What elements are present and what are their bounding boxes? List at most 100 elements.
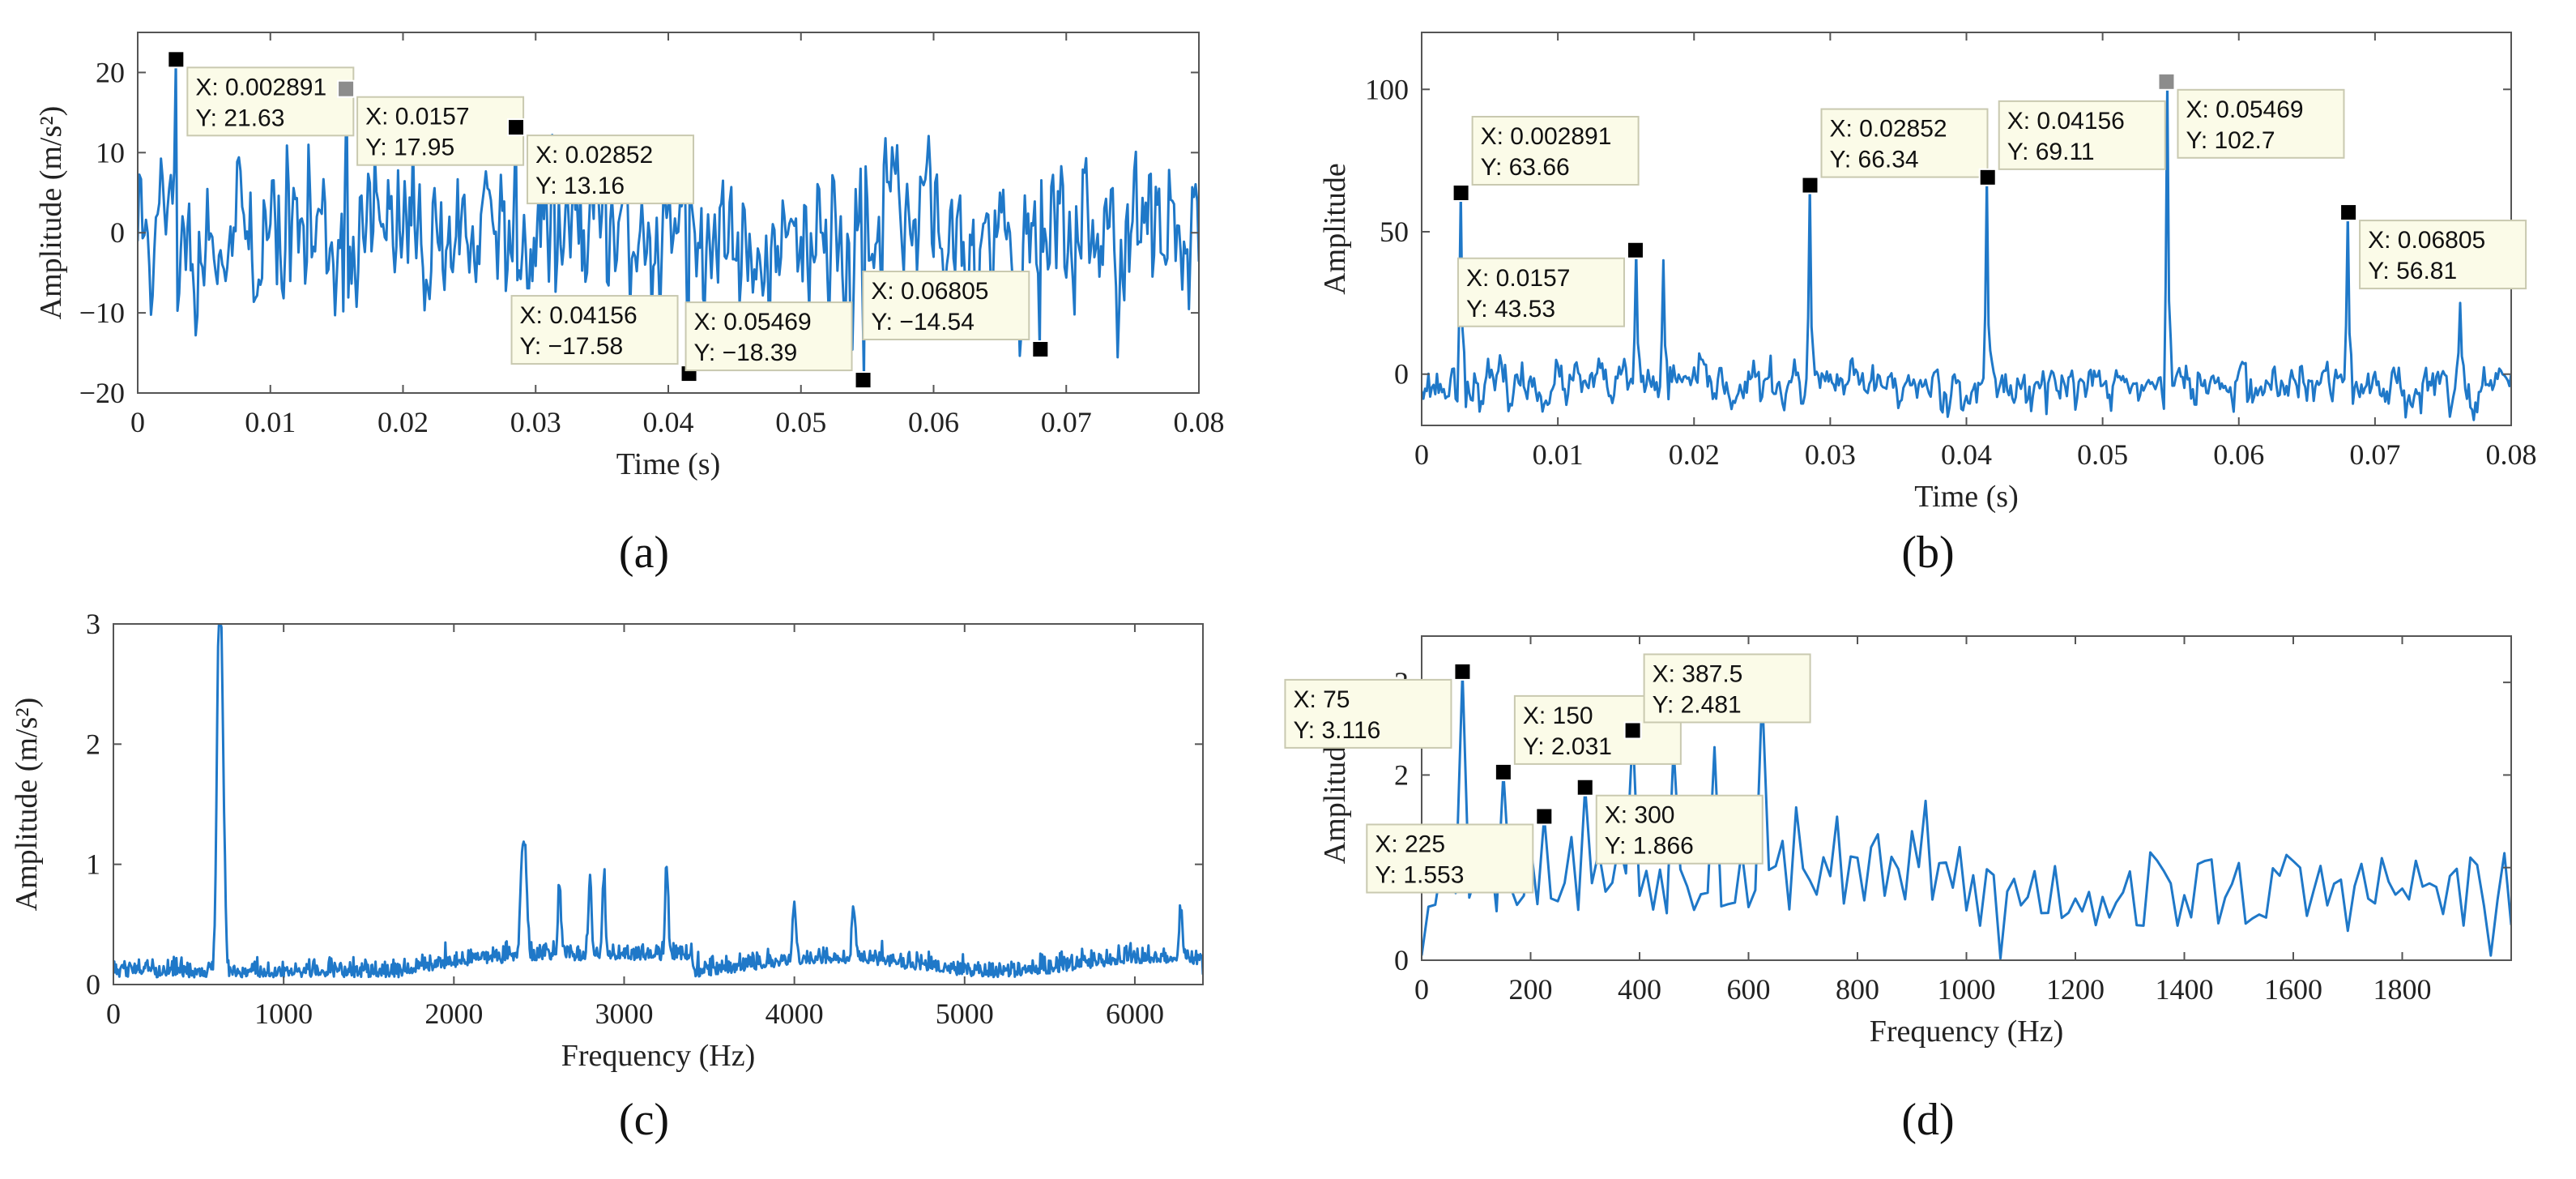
datatip-y-text: Y: 2.031 — [1523, 733, 1612, 760]
panel-c: 0 1000 2000 3000 4000 5000 6000 0 1 2 3 Frequency (… — [10, 608, 1204, 1145]
datatip-box — [1471, 116, 1640, 186]
datatip-x-text: X: 150 — [1523, 703, 1593, 729]
datatip-y-text: Y: −14.54 — [871, 309, 975, 335]
y-axis-label: Amplitude — [1318, 163, 1352, 295]
x-tick-label: 1000 — [1938, 973, 1996, 1006]
series-line — [113, 624, 1203, 979]
x-tick-label: 1400 — [2156, 973, 2214, 1006]
datatip-marker — [1576, 778, 1594, 797]
y-tick-label: 0 — [110, 216, 125, 249]
panel-b: 0 0.01 0.02 0.03 0.04 0.05 0.06 0.07 0.08 0 50 100 T… — [1318, 32, 2537, 578]
x-tick-label: 600 — [1727, 973, 1771, 1006]
datatip: X: 0.05469 Y: −18.39 — [685, 301, 872, 390]
x-tick-label: 0.03 — [510, 406, 561, 438]
x-tick-label: 0.07 — [1041, 406, 1092, 438]
datatip-x-text: X: 0.002891 — [195, 74, 326, 100]
panel-label: (b) — [1901, 528, 1954, 578]
datatip-y-text: Y: 66.34 — [1829, 147, 1918, 173]
datatip-box — [1998, 100, 2166, 170]
datatip-y-text: Y: 1.866 — [1605, 833, 1694, 860]
x-tick-label: 0 — [130, 406, 145, 438]
datatip-marker — [1801, 176, 1819, 194]
y-axis-label: Amplitude (m/s²) — [34, 106, 68, 320]
datatip: X: 0.02852 Y: 66.34 — [1801, 108, 1989, 194]
datatip: X: 387.5 Y: 2.481 — [1623, 653, 1811, 740]
datatip: X: 150 Y: 2.031 — [1494, 694, 1682, 781]
datatip: X: 75 Y: 3.116 — [1284, 662, 1472, 749]
datatip-y-text: Y: 2.481 — [1653, 691, 1742, 718]
datatip-y-text: Y: 69.11 — [2007, 139, 2095, 165]
y-tick-label: 0 — [86, 968, 100, 1001]
datatip-box — [510, 295, 679, 365]
x-tick-label: 0.08 — [2486, 438, 2537, 471]
datatip-box — [1643, 653, 1811, 724]
panel-label: (a) — [619, 528, 669, 578]
x-tick-label: 1200 — [2046, 973, 2105, 1006]
y-tick-label: −10 — [79, 297, 125, 329]
y-axis-label: Amplitude (m/s²) — [10, 698, 44, 912]
x-tick-label: 4000 — [766, 997, 824, 1030]
datatip-x-text: X: 0.02852 — [1829, 116, 1947, 143]
x-tick-label: 0 — [1414, 973, 1429, 1006]
datatip-marker — [1535, 807, 1554, 826]
panel-label: (d) — [1901, 1095, 1954, 1145]
datatip-y-text: Y: 21.63 — [195, 105, 284, 131]
datatip-box — [2359, 220, 2527, 290]
x-tick-label: 3000 — [595, 997, 653, 1030]
datatip-x-text: X: 0.05469 — [2186, 96, 2303, 123]
datatip-box — [2177, 88, 2345, 159]
x-tick-label: 5000 — [936, 997, 994, 1030]
datatip-y-text: Y: 56.81 — [2368, 258, 2457, 284]
datatip: X: 0.0157 Y: 17.95 — [337, 79, 525, 166]
datatip-marker — [507, 118, 526, 137]
datatip-marker — [1453, 662, 1472, 681]
datatip: X: 0.05469 Y: 102.7 — [2157, 72, 2345, 159]
datatip-box — [186, 66, 355, 137]
y-tick-label: 50 — [1380, 216, 1409, 248]
datatip-marker — [1494, 763, 1512, 781]
datatip: X: 0.002891 Y: 63.66 — [1452, 116, 1640, 203]
datatip-x-text: X: 0.04156 — [2007, 108, 2125, 135]
datatip-y-text: Y: −18.39 — [694, 340, 798, 366]
datatip-x-text: X: 0.0157 — [365, 104, 469, 130]
x-tick-label: 800 — [1836, 973, 1879, 1006]
x-axis-label: Time (s) — [1914, 480, 2018, 514]
datatip-y-text: Y: 63.66 — [1481, 154, 1570, 181]
x-tick-label: 200 — [1509, 973, 1553, 1006]
x-tick-label: 1600 — [2264, 973, 2322, 1006]
datatip-x-text: X: 75 — [1293, 686, 1350, 713]
datatip-box — [1456, 257, 1625, 327]
datatip-box — [1513, 694, 1682, 765]
x-axis-label: Frequency (Hz) — [561, 1039, 756, 1073]
y-tick-label: 10 — [96, 136, 125, 169]
datatip-box — [1595, 794, 1764, 865]
datatip: X: 0.002891 Y: 21.63 — [167, 50, 355, 137]
series-line — [1422, 670, 2511, 960]
x-tick-label: 0.05 — [2077, 438, 2128, 471]
x-tick-label: 1000 — [254, 997, 313, 1030]
datatip-y-text: Y: 3.116 — [1293, 717, 1380, 744]
y-tick-label: 100 — [1365, 73, 1409, 105]
x-axis-label: Time (s) — [616, 447, 720, 481]
x-tick-label: 400 — [1618, 973, 1661, 1006]
datatip-marker — [167, 50, 186, 69]
datatip-y-text: Y: −17.58 — [520, 333, 624, 360]
x-tick-label: 0.04 — [643, 406, 694, 438]
x-tick-label: 1800 — [2373, 973, 2432, 1006]
datatip-marker — [1623, 721, 1642, 740]
datatip-marker — [1031, 340, 1050, 359]
datatip-x-text: X: 0.06805 — [871, 278, 988, 305]
datatip-x-text: X: 0.04156 — [520, 302, 638, 329]
datatip: X: 0.02852 Y: 13.16 — [507, 118, 695, 205]
x-tick-label: 0.02 — [1669, 438, 1720, 471]
datatip-x-text: X: 300 — [1605, 802, 1675, 829]
y-tick-label: 3 — [86, 608, 100, 640]
panel-a: 0 0.01 0.02 0.03 0.04 0.05 0.06 0.07 0.08 −20 −10 0… — [34, 32, 1225, 578]
datatip-y-text: Y: 43.53 — [1466, 296, 1555, 323]
datatip-box — [1366, 823, 1534, 894]
y-axis-label: Amplitude — [1318, 733, 1352, 865]
y-tick-label: 2 — [1394, 758, 1409, 791]
datatip-marker — [2339, 203, 2358, 222]
datatip-marker — [2157, 72, 2176, 91]
